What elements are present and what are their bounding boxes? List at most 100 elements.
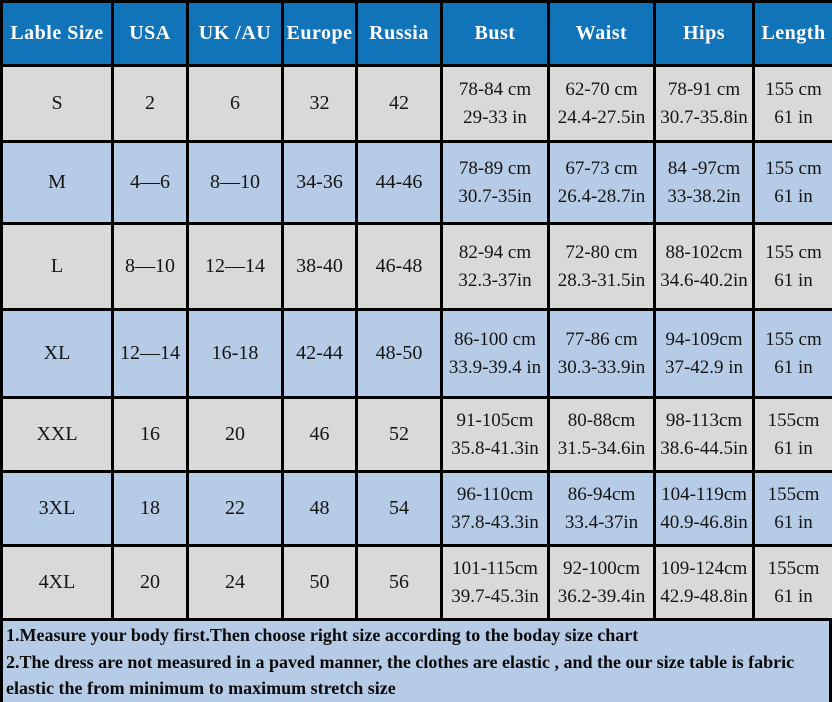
cell-bust: 101-115cm 39.7-45.3in (440, 544, 550, 621)
cell-label-size: XXL (0, 396, 114, 473)
cell-usa: 2 (111, 64, 189, 143)
hips-cm-value: 78-91 cm (667, 78, 741, 100)
cell-russia: 42 (355, 64, 443, 143)
table-row: 3XL 18 22 48 54 96-110cm 37.8-43.3in 86-… (0, 470, 832, 547)
waist-cm-value: 92-100cm (562, 557, 641, 579)
cell-russia: 52 (355, 396, 443, 473)
cell-label-size: XL (0, 308, 114, 399)
header-hips: Hips (653, 0, 755, 67)
cell-label-size: S (0, 64, 114, 143)
bust-cm-value: 96-110cm (456, 483, 534, 505)
waist-in-value: 33.4-37in (564, 511, 639, 533)
cell-length: 155cm 61 in (752, 396, 832, 473)
cell-uk-au: 20 (186, 396, 284, 473)
table-row: XL 12—14 16-18 42-44 48-50 86-100 cm 33.… (0, 308, 832, 399)
length-in-value: 61 in (774, 437, 813, 459)
waist-cm-value: 62-70 cm (565, 78, 638, 100)
hips-in-value: 40.9-46.8in (660, 511, 748, 533)
cell-europe: 48 (281, 470, 358, 547)
waist-cm-value: 80-88cm (567, 409, 636, 431)
cell-usa: 8—10 (111, 222, 189, 311)
cell-length: 155 cm 61 in (752, 308, 832, 399)
cell-hips: 94-109cm 37-42.9 in (653, 308, 755, 399)
hips-in-value: 34.6-40.2in (660, 269, 748, 291)
cell-russia: 46-48 (355, 222, 443, 311)
waist-cm-value: 72-80 cm (565, 241, 638, 263)
hips-cm-value: 94-109cm (665, 328, 743, 350)
bust-in-value: 30.7-35in (458, 185, 532, 207)
waist-cm-value: 86-94cm (567, 483, 636, 505)
cell-length: 155 cm 61 in (752, 140, 832, 225)
hips-in-value: 30.7-35.8in (660, 106, 748, 128)
hips-in-value: 38.6-44.5in (660, 437, 748, 459)
waist-in-value: 24.4-27.5in (557, 106, 646, 128)
length-in-value: 61 in (774, 585, 813, 607)
cell-uk-au: 22 (186, 470, 284, 547)
hips-cm-value: 109-124cm (660, 557, 748, 579)
cell-waist: 62-70 cm 24.4-27.5in (547, 64, 656, 143)
waist-in-value: 30.3-33.9in (557, 356, 646, 378)
cell-waist: 92-100cm 36.2-39.4in (547, 544, 656, 621)
cell-europe: 38-40 (281, 222, 358, 311)
cell-usa: 20 (111, 544, 189, 621)
hips-in-value: 37-42.9 in (664, 356, 744, 378)
cell-waist: 72-80 cm 28.3-31.5in (547, 222, 656, 311)
size-chart-table: Lable Size USA UK /AU Europe Russia Bust… (0, 0, 832, 621)
cell-usa: 12—14 (111, 308, 189, 399)
cell-label-size: L (0, 222, 114, 311)
table-row: 4XL 20 24 50 56 101-115cm 39.7-45.3in 92… (0, 544, 832, 621)
header-russia: Russia (355, 0, 443, 67)
hips-in-value: 42.9-48.8in (660, 585, 748, 607)
cell-bust: 82-94 cm 32.3-37in (440, 222, 550, 311)
length-cm-value: 155 cm (765, 78, 822, 100)
length-cm-value: 155cm (767, 557, 820, 579)
length-cm-value: 155 cm (765, 157, 822, 179)
length-cm-value: 155 cm (765, 241, 822, 263)
waist-in-value: 31.5-34.6in (557, 437, 646, 459)
cell-hips: 104-119cm 40.9-46.8in (653, 470, 755, 547)
cell-bust: 91-105cm 35.8-41.3in (440, 396, 550, 473)
header-waist: Waist (547, 0, 656, 67)
hips-cm-value: 84 -97cm (667, 157, 741, 179)
header-europe: Europe (281, 0, 358, 67)
length-cm-value: 155cm (767, 483, 820, 505)
header-row: Lable Size USA UK /AU Europe Russia Bust… (0, 0, 832, 67)
waist-in-value: 36.2-39.4in (557, 585, 646, 607)
header-uk-au: UK /AU (186, 0, 284, 67)
cell-label-size: M (0, 140, 114, 225)
cell-hips: 84 -97cm 33-38.2in (653, 140, 755, 225)
cell-russia: 44-46 (355, 140, 443, 225)
cell-hips: 88-102cm 34.6-40.2in (653, 222, 755, 311)
cell-bust: 78-89 cm 30.7-35in (440, 140, 550, 225)
length-in-value: 61 in (774, 185, 813, 207)
cell-uk-au: 16-18 (186, 308, 284, 399)
hips-in-value: 33-38.2in (667, 185, 741, 207)
note-line-1: 1.Measure your body first.Then choose ri… (6, 625, 639, 645)
waist-cm-value: 67-73 cm (565, 157, 638, 179)
header-usa: USA (111, 0, 189, 67)
bust-cm-value: 91-105cm (456, 409, 534, 431)
cell-europe: 32 (281, 64, 358, 143)
cell-bust: 86-100 cm 33.9-39.4 in (440, 308, 550, 399)
bust-cm-value: 78-84 cm (458, 78, 532, 100)
length-in-value: 61 in (774, 511, 813, 533)
bust-in-value: 32.3-37in (458, 269, 532, 291)
length-cm-value: 155 cm (765, 328, 822, 350)
cell-uk-au: 12—14 (186, 222, 284, 311)
waist-in-value: 28.3-31.5in (557, 269, 646, 291)
length-in-value: 61 in (774, 106, 813, 128)
cell-usa: 18 (111, 470, 189, 547)
cell-europe: 42-44 (281, 308, 358, 399)
length-cm-value: 155cm (767, 409, 820, 431)
cell-europe: 34-36 (281, 140, 358, 225)
cell-label-size: 3XL (0, 470, 114, 547)
cell-waist: 80-88cm 31.5-34.6in (547, 396, 656, 473)
cell-label-size: 4XL (0, 544, 114, 621)
cell-russia: 48-50 (355, 308, 443, 399)
bust-in-value: 33.9-39.4 in (448, 356, 542, 378)
cell-length: 155 cm 61 in (752, 222, 832, 311)
notes-section: 1.Measure your body first.Then choose ri… (0, 621, 832, 702)
table-row: S 2 6 32 42 78-84 cm 29-33 in 62-70 cm 2… (0, 64, 832, 143)
length-in-value: 61 in (774, 356, 813, 378)
